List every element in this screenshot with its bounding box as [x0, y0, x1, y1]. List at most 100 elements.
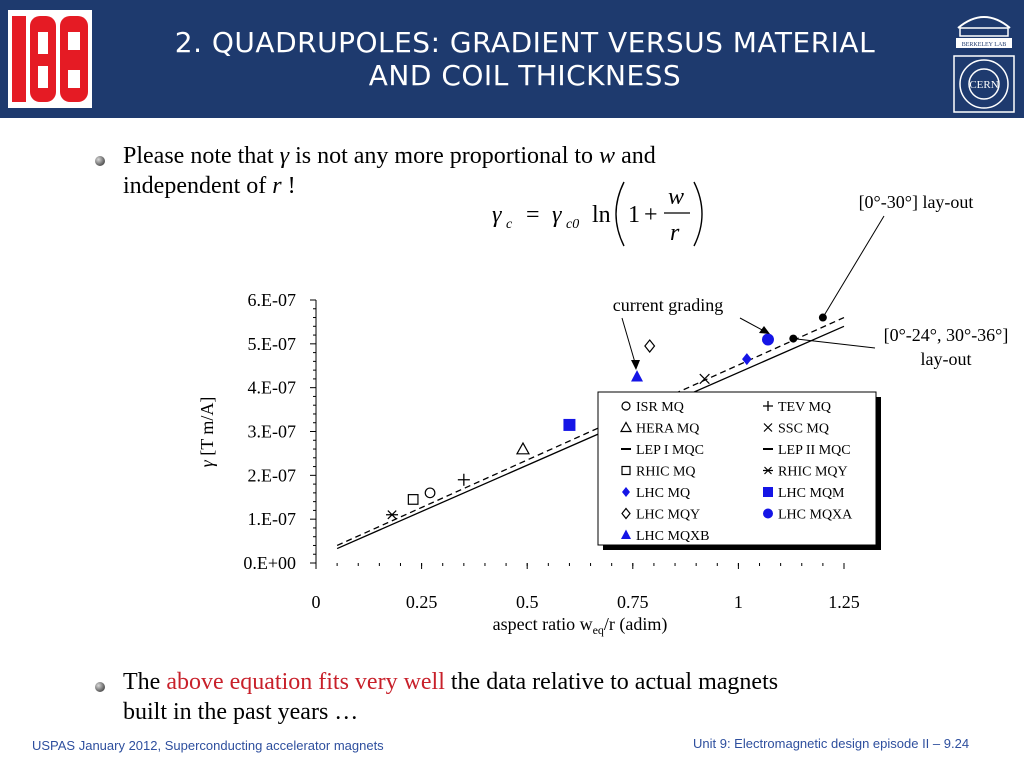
eq-equals: = — [526, 202, 540, 228]
data-point-isr-mq — [424, 487, 436, 499]
legend-marker — [621, 507, 631, 520]
berkeley-lab-logo: BERKELEY LAB — [952, 4, 1016, 50]
eq-rhs: γ — [552, 202, 562, 228]
eq-denominator: r — [670, 220, 680, 246]
data-point-lhc-mq — [742, 353, 752, 366]
y-tick-label: 4.E-07 — [248, 378, 297, 398]
data-point-rhic-mq — [407, 494, 419, 505]
legend-label: HERA MQ — [636, 422, 699, 437]
footer-right: Unit 9: Electromagnetic design episode I… — [693, 736, 970, 751]
legend-label: TEV MQ — [778, 400, 831, 415]
bullet-2: The above equation fits very well the da… — [123, 667, 778, 727]
bullet-marker-1 — [95, 156, 105, 166]
header-bar: 2. Quadrupoles: gradient versus material… — [0, 0, 1024, 118]
fit-line-dashed — [336, 316, 845, 547]
annotation-arrowhead-grading-2 — [759, 326, 770, 334]
x-tick-label: 0.5 — [516, 592, 539, 612]
legend-label: RHIC MQY — [778, 465, 848, 480]
legend-label: LHC MQXA — [778, 508, 853, 523]
bullet-1-text-mid: is not any more proportional to — [289, 143, 600, 169]
eq-lhs-sub: c — [506, 217, 513, 232]
gamma-equation: γ c = γ c0 ln 1 + w r — [492, 181, 703, 247]
uspas-logo — [8, 10, 92, 108]
annotation-0-24-layout-line-2: lay-out — [921, 349, 972, 369]
annotation-arrow-grading-1 — [621, 317, 637, 367]
annotation-line-0-30 — [822, 215, 885, 318]
legend-marker — [763, 466, 773, 475]
legend-label: RHIC MQ — [636, 465, 696, 480]
annotation-0-30-layout: [0°-30°] lay-out — [859, 192, 974, 212]
annotation-0-24-layout: [0°-24°, 30°-36°] — [884, 325, 1009, 345]
legend-label: LHC MQ — [636, 486, 690, 501]
annotation-current-grading: current grading — [613, 295, 723, 315]
legend-marker — [763, 487, 773, 497]
annotation-dot-0-24 — [789, 334, 798, 343]
legend-box — [597, 391, 877, 546]
title-line-2: and coil thickness — [368, 59, 682, 92]
title-line-1: 2. Quadrupoles: gradient versus material — [174, 26, 876, 59]
x-axis-label: aspect ratio weq/r (adim) — [493, 614, 668, 637]
eq-right-paren — [693, 181, 703, 247]
data-point-lhc-mqxa — [761, 333, 774, 346]
legend-label: LHC MQM — [778, 486, 845, 501]
x-tick-label: 1 — [734, 592, 743, 612]
eq-lhs: γ — [492, 202, 502, 228]
eq-plus: + — [644, 202, 658, 228]
legend-label: LEP I MQC — [636, 443, 704, 458]
footer-left: USPAS January 2012, Superconducting acce… — [32, 738, 384, 753]
legend-marker — [763, 508, 773, 519]
legend-marker — [763, 401, 773, 411]
legend-marker — [621, 529, 631, 539]
y-tick-label: 2.E-07 — [248, 465, 297, 485]
bullet-1-text-end: and — [615, 143, 656, 169]
eq-rhs-sub: c0 — [566, 217, 579, 232]
x-tick-label: 1.25 — [828, 592, 860, 612]
legend-marker — [622, 487, 630, 497]
legend-label: SSC MQ — [778, 422, 829, 437]
x-tick-label: 0.75 — [617, 592, 649, 612]
x-tick-label: 0 — [312, 592, 321, 612]
berkeley-lab-text: BERKELEY LAB — [962, 42, 1007, 48]
legend-label: LHC MQXB — [636, 529, 710, 544]
y-axis-label: γ [T m/A] — [197, 397, 217, 468]
y-tick-label: 1.E-07 — [248, 509, 297, 529]
y-tick-label: 3.E-07 — [248, 422, 297, 442]
annotation-arrowhead-grading-1 — [631, 360, 640, 370]
y-tick-label: 0.E+00 — [243, 553, 296, 573]
legend-label: LHC MQY — [636, 508, 700, 523]
eq-numerator: w — [668, 184, 684, 210]
data-point-rhic-mqy — [386, 510, 399, 520]
gamma-symbol: γ — [279, 143, 290, 169]
y-tick-label: 5.E-07 — [248, 334, 297, 354]
eq-left-paren — [615, 181, 625, 247]
annotation-line-0-24 — [793, 338, 876, 349]
bullet-2-line-2: built in the past years … — [123, 699, 359, 725]
eq-one: 1 — [628, 202, 640, 228]
bullet-1-line-2-end: ! — [281, 173, 296, 199]
legend-marker — [621, 465, 631, 476]
data-point-lhc-mqy — [644, 339, 656, 353]
eq-ln: ln — [592, 202, 611, 228]
annotation-dot-0-30 — [818, 313, 827, 322]
data-point-lhc-mqxb — [631, 370, 644, 382]
bullet-1: Please note that γ is not any more propo… — [123, 141, 656, 201]
legend-marker — [619, 421, 633, 433]
data-point-ssc-mq — [699, 373, 710, 385]
x-tick-label: 0.25 — [406, 592, 438, 612]
w-symbol: w — [599, 143, 616, 169]
legend-marker — [621, 401, 631, 411]
page-title: 2. Quadrupoles: gradient versus material… — [120, 26, 930, 92]
cern-text: CERN — [969, 79, 998, 91]
legend-label: LEP II MQC — [778, 443, 851, 458]
y-tick-label: 6.E-07 — [248, 290, 297, 310]
fit-line-solid — [336, 325, 845, 550]
bullet-1-line-2: independent of — [123, 173, 273, 199]
legend-label: ISR MQ — [636, 400, 684, 415]
data-point-lhc-mqm — [563, 418, 576, 431]
legend-marker — [763, 423, 773, 432]
bullet-2-highlight: above equation fits very well — [166, 669, 445, 695]
bullet-1-text: Please note that — [123, 143, 280, 169]
data-point-tev-mq — [457, 473, 470, 486]
r-symbol: r — [272, 173, 282, 199]
